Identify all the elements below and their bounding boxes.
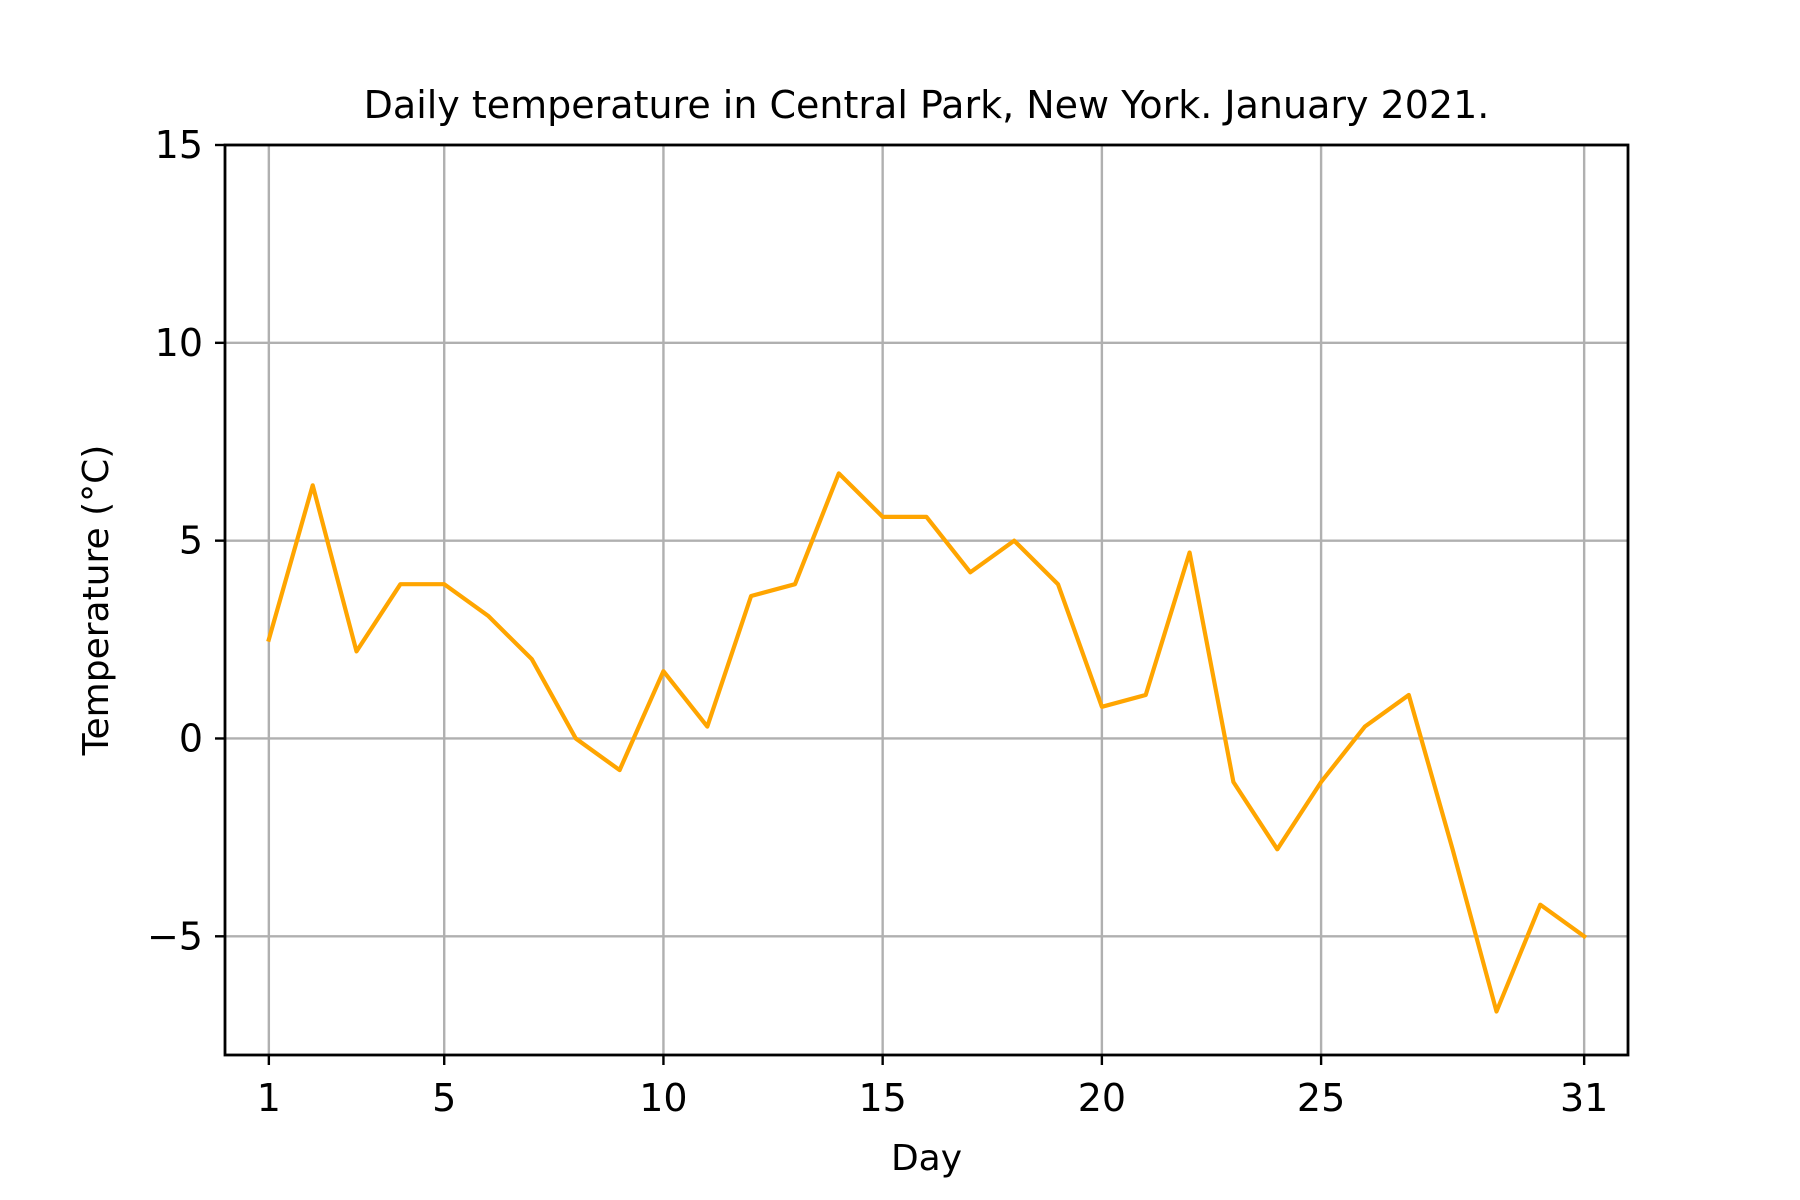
- series-layer: [266, 471, 1588, 1014]
- x-axis-label: Day: [891, 1138, 962, 1179]
- plot-area-frame: [223, 143, 1630, 1057]
- y-tick-label: 10: [155, 321, 203, 365]
- x-tick-label: 1: [257, 1076, 281, 1120]
- chart-title: Daily temperature in Central Park, New Y…: [364, 83, 1490, 127]
- series-line: [266, 471, 1588, 1014]
- x-tick-label: 25: [1297, 1076, 1345, 1120]
- y-tick-label: −5: [147, 914, 203, 958]
- y-tick-label: 5: [179, 519, 203, 563]
- x-tick-label: 15: [858, 1076, 906, 1120]
- grid: [225, 143, 1628, 1055]
- x-tick-label: 20: [1078, 1076, 1126, 1120]
- x-tick-label: 10: [639, 1076, 687, 1120]
- y-tick-label: 15: [155, 123, 203, 167]
- x-tick-label: 5: [432, 1076, 456, 1120]
- y-tick-label: 0: [179, 716, 203, 760]
- y-axis-label: Temperature (°C): [76, 445, 117, 757]
- x-tick-label: 31: [1560, 1076, 1608, 1120]
